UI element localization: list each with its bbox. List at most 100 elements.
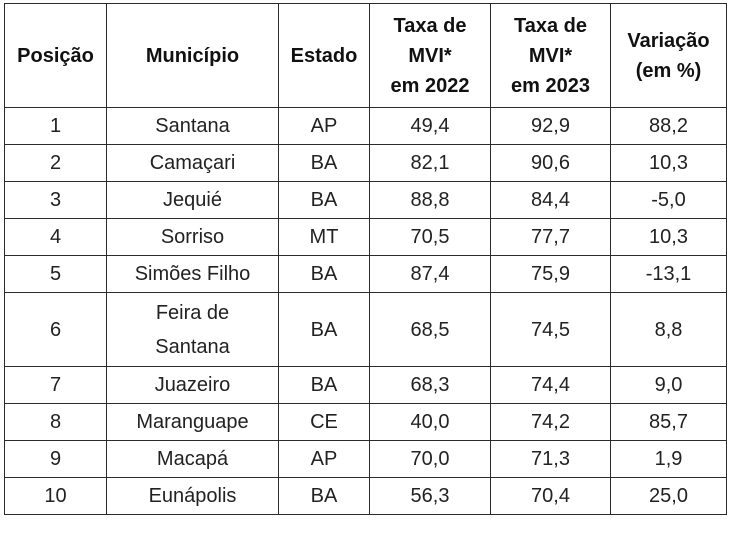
- cell-variacao: 10,3: [610, 144, 727, 182]
- table-row: 8 Maranguape CE 40,0 74,2 85,7: [4, 403, 727, 441]
- header-municipio: Município: [106, 3, 279, 108]
- table-row: 9 Macapá AP 70,0 71,3 1,9: [4, 440, 727, 478]
- cell-taxa-2022: 56,3: [369, 477, 491, 515]
- mvi-ranking-table: Posição Município Estado Taxa de MVI* em…: [4, 3, 727, 515]
- header-taxa-2022: Taxa de MVI* em 2022: [369, 3, 491, 108]
- header-posicao-text: Posição: [17, 44, 94, 67]
- table-body: 1 Santana AP 49,4 92,9 88,2 2 Camaçari BA 82,1 90,…: [4, 107, 727, 515]
- cell-taxa-2023: 90,6: [490, 144, 611, 182]
- table-row: 3 Jequié BA 88,8 84,4 -5,0: [4, 181, 727, 219]
- cell-variacao: -13,1: [610, 255, 727, 293]
- cell-posicao: 4: [4, 218, 107, 256]
- municipio-name-line: Juazeiro: [154, 374, 231, 396]
- table-row: 4 Sorriso MT 70,5 77,7 10,3: [4, 218, 727, 256]
- municipio-name-line: Santana: [155, 115, 230, 137]
- cell-taxa-2022: 87,4: [369, 255, 491, 293]
- header-taxa-2023-line-1: Taxa de: [514, 14, 587, 37]
- cell-variacao: 85,7: [610, 403, 727, 441]
- header-taxa-2023-line-3: em 2023: [511, 74, 590, 97]
- cell-taxa-2022: 88,8: [369, 181, 491, 219]
- cell-taxa-2022: 70,0: [369, 440, 491, 478]
- cell-taxa-2023: 74,5: [490, 292, 611, 367]
- cell-municipio: Simões Filho: [106, 255, 279, 293]
- cell-variacao: 9,0: [610, 366, 727, 404]
- cell-taxa-2022: 40,0: [369, 403, 491, 441]
- municipio-name-line: Eunápolis: [148, 485, 237, 507]
- cell-estado: AP: [278, 440, 370, 478]
- header-estado-text: Estado: [290, 44, 358, 67]
- cell-variacao: 8,8: [610, 292, 727, 367]
- cell-estado: BA: [278, 292, 370, 367]
- header-taxa-2023: Taxa de MVI* em 2023: [490, 3, 611, 108]
- cell-posicao: 1: [4, 107, 107, 145]
- cell-taxa-2023: 74,4: [490, 366, 611, 404]
- cell-estado: BA: [278, 366, 370, 404]
- header-posicao: Posição: [4, 3, 107, 108]
- cell-municipio: Sorriso: [106, 218, 279, 256]
- cell-taxa-2022: 68,3: [369, 366, 491, 404]
- header-municipio-text: Município: [145, 44, 240, 67]
- cell-estado: AP: [278, 107, 370, 145]
- cell-estado: BA: [278, 255, 370, 293]
- table-row: 1 Santana AP 49,4 92,9 88,2: [4, 107, 727, 145]
- cell-estado: CE: [278, 403, 370, 441]
- table-row: 7 Juazeiro BA 68,3 74,4 9,0: [4, 366, 727, 404]
- cell-estado: MT: [278, 218, 370, 256]
- municipio-name-line: Simões Filho: [134, 263, 251, 285]
- cell-posicao: 7: [4, 366, 107, 404]
- table-row: 5 Simões Filho BA 87,4 75,9 -13,1: [4, 255, 727, 293]
- municipio-name-line: Camaçari: [149, 152, 236, 174]
- cell-variacao: -5,0: [610, 181, 727, 219]
- table-header-row: Posição Município Estado Taxa de MVI* em…: [4, 3, 727, 108]
- cell-estado: BA: [278, 181, 370, 219]
- cell-municipio: Camaçari: [106, 144, 279, 182]
- cell-posicao: 3: [4, 181, 107, 219]
- cell-taxa-2023: 75,9: [490, 255, 611, 293]
- cell-taxa-2023: 84,4: [490, 181, 611, 219]
- cell-municipio: Juazeiro: [106, 366, 279, 404]
- cell-municipio: Jequié: [106, 181, 279, 219]
- table-row: 2 Camaçari BA 82,1 90,6 10,3: [4, 144, 727, 182]
- table-row: 10 Eunápolis BA 56,3 70,4 25,0: [4, 477, 727, 515]
- cell-municipio: Macapá: [106, 440, 279, 478]
- header-variacao-line-1: Variação: [627, 29, 710, 52]
- header-variacao: Variação (em %): [610, 3, 727, 108]
- cell-taxa-2023: 71,3: [490, 440, 611, 478]
- cell-municipio: Feira de Santana: [106, 292, 279, 367]
- header-taxa-2023-line-2: MVI*: [528, 44, 573, 67]
- header-taxa-2022-line-2: MVI*: [408, 44, 452, 67]
- municipio-name-line: Feira de: [155, 301, 230, 324]
- cell-posicao: 9: [4, 440, 107, 478]
- header-variacao-line-2: (em %): [635, 59, 702, 82]
- cell-posicao: 2: [4, 144, 107, 182]
- cell-posicao: 5: [4, 255, 107, 293]
- cell-municipio: Maranguape: [106, 403, 279, 441]
- cell-taxa-2022: 82,1: [369, 144, 491, 182]
- cell-taxa-2023: 74,2: [490, 403, 611, 441]
- header-estado: Estado: [278, 3, 370, 108]
- municipio-name-line: Maranguape: [136, 411, 249, 433]
- municipio-name-line: Macapá: [156, 448, 229, 470]
- cell-variacao: 88,2: [610, 107, 727, 145]
- cell-estado: BA: [278, 144, 370, 182]
- cell-variacao: 25,0: [610, 477, 727, 515]
- municipio-name-line: Jequié: [163, 189, 222, 211]
- cell-taxa-2022: 70,5: [369, 218, 491, 256]
- cell-taxa-2022: 49,4: [369, 107, 491, 145]
- table-row: 6 Feira de Santana BA 68,5 74,5 8,8: [4, 292, 727, 367]
- cell-taxa-2023: 77,7: [490, 218, 611, 256]
- municipio-name-line: Sorriso: [160, 226, 225, 248]
- cell-posicao: 10: [4, 477, 107, 515]
- header-taxa-2022-line-3: em 2022: [390, 74, 470, 97]
- cell-variacao: 10,3: [610, 218, 727, 256]
- cell-posicao: 8: [4, 403, 107, 441]
- cell-taxa-2023: 92,9: [490, 107, 611, 145]
- header-taxa-2022-line-1: Taxa de: [393, 14, 467, 37]
- cell-municipio: Santana: [106, 107, 279, 145]
- cell-posicao: 6: [4, 292, 107, 367]
- cell-taxa-2022: 68,5: [369, 292, 491, 367]
- cell-municipio: Eunápolis: [106, 477, 279, 515]
- municipio-name-line: Santana: [155, 335, 230, 358]
- cell-estado: BA: [278, 477, 370, 515]
- cell-variacao: 1,9: [610, 440, 727, 478]
